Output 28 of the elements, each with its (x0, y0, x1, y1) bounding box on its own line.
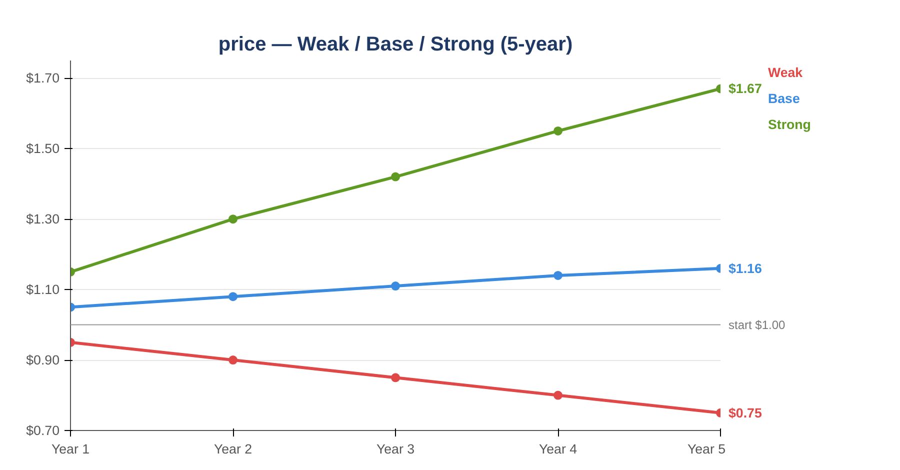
point (391, 282, 400, 291)
y-tick-label: $1.30 (26, 212, 60, 227)
point (554, 390, 562, 400)
point (228, 292, 238, 302)
x-tick-label: Year 2 (214, 442, 252, 456)
point (391, 172, 400, 182)
data-label: $1.16 (728, 260, 762, 276)
data-label: $1.67 (728, 81, 762, 96)
point (391, 373, 400, 382)
text: Weak (768, 65, 803, 80)
text: Base (768, 91, 800, 106)
text: Strong (768, 117, 811, 132)
ref-line-label: start $1.00 (728, 318, 786, 332)
y-tick-label: $1.70 (26, 70, 60, 86)
x-tick-label: Year 3 (376, 442, 415, 456)
data-label: $0.75 (728, 405, 762, 420)
y-tick-label: $0.90 (26, 352, 60, 368)
point (554, 126, 562, 136)
point (228, 356, 238, 365)
x-tick-label: Year 4 (538, 442, 578, 456)
y-tick-label: $1.50 (26, 141, 60, 156)
x-tick-label: Year 5 (687, 442, 726, 456)
y-tick-label: $0.70 (26, 423, 60, 438)
chart-title: price — Weak / Base / Strong (5-year) (218, 34, 573, 56)
point (228, 214, 238, 224)
x-tick-label: Year 1 (51, 442, 90, 456)
y-tick-label: $1.10 (26, 282, 60, 298)
point (554, 270, 562, 280)
